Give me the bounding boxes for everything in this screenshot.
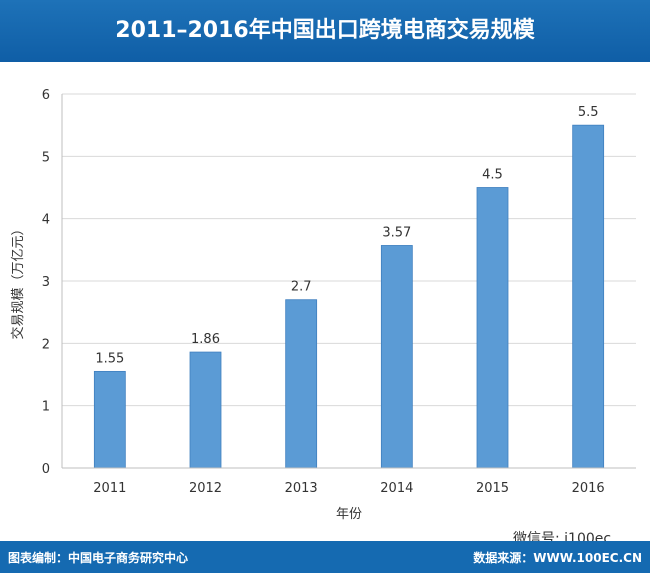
gridlines [62, 93, 636, 407]
x-tick-label: 2016 [572, 481, 605, 496]
x-axis-title: 年份 [336, 507, 362, 522]
y-axis-ticks: 0 1 2 3 4 5 6 [42, 88, 50, 477]
data-label-2015: 4.5 [482, 168, 503, 183]
data-label-2016: 5.5 [578, 105, 599, 120]
title-bar: 2011–2016年中国出口跨境电商交易规模 [0, 0, 650, 62]
data-labels: 1.55 1.86 2.7 3.57 4.5 5.5 [95, 105, 598, 366]
bar-2014 [380, 245, 413, 469]
footer-credit: 图表编制：中国电子商务研究中心 [8, 551, 189, 565]
y-tick-label: 6 [42, 88, 50, 103]
bar-2016 [572, 124, 605, 469]
bar-2015 [476, 187, 509, 469]
bar-2013 [285, 299, 318, 469]
x-tick-label: 2014 [380, 481, 413, 496]
footer-bar: 图表编制：中国电子商务研究中心 数据来源：WWW.100EC.CN [0, 541, 650, 573]
y-tick-label: 3 [42, 275, 50, 290]
footer-source: 数据来源：WWW.100EC.CN [473, 551, 642, 565]
y-tick-label: 2 [42, 337, 50, 352]
data-label-2014: 3.57 [382, 225, 411, 240]
bar-2011 [93, 370, 126, 469]
y-tick-label: 5 [42, 150, 50, 165]
bar-2012 [189, 351, 222, 469]
x-tick-label: 2012 [189, 481, 222, 496]
x-tick-label: 2011 [93, 481, 126, 496]
x-tick-label: 2015 [476, 481, 509, 496]
y-axis-title: 交易规模（万亿元） [10, 222, 26, 339]
y-tick-label: 0 [42, 462, 50, 477]
y-tick-label: 1 [42, 400, 50, 415]
x-tick-label: 2013 [285, 481, 318, 496]
data-label-2013: 2.7 [291, 280, 312, 295]
x-axis-ticks: 2011 2012 2013 2014 2015 2016 [93, 481, 604, 496]
data-label-2012: 1.86 [191, 332, 220, 347]
data-label-2011: 1.55 [95, 351, 124, 366]
chart-title: 2011–2016年中国出口跨境电商交易规模 [115, 18, 535, 43]
bars [93, 124, 605, 469]
y-tick-label: 4 [42, 213, 50, 228]
